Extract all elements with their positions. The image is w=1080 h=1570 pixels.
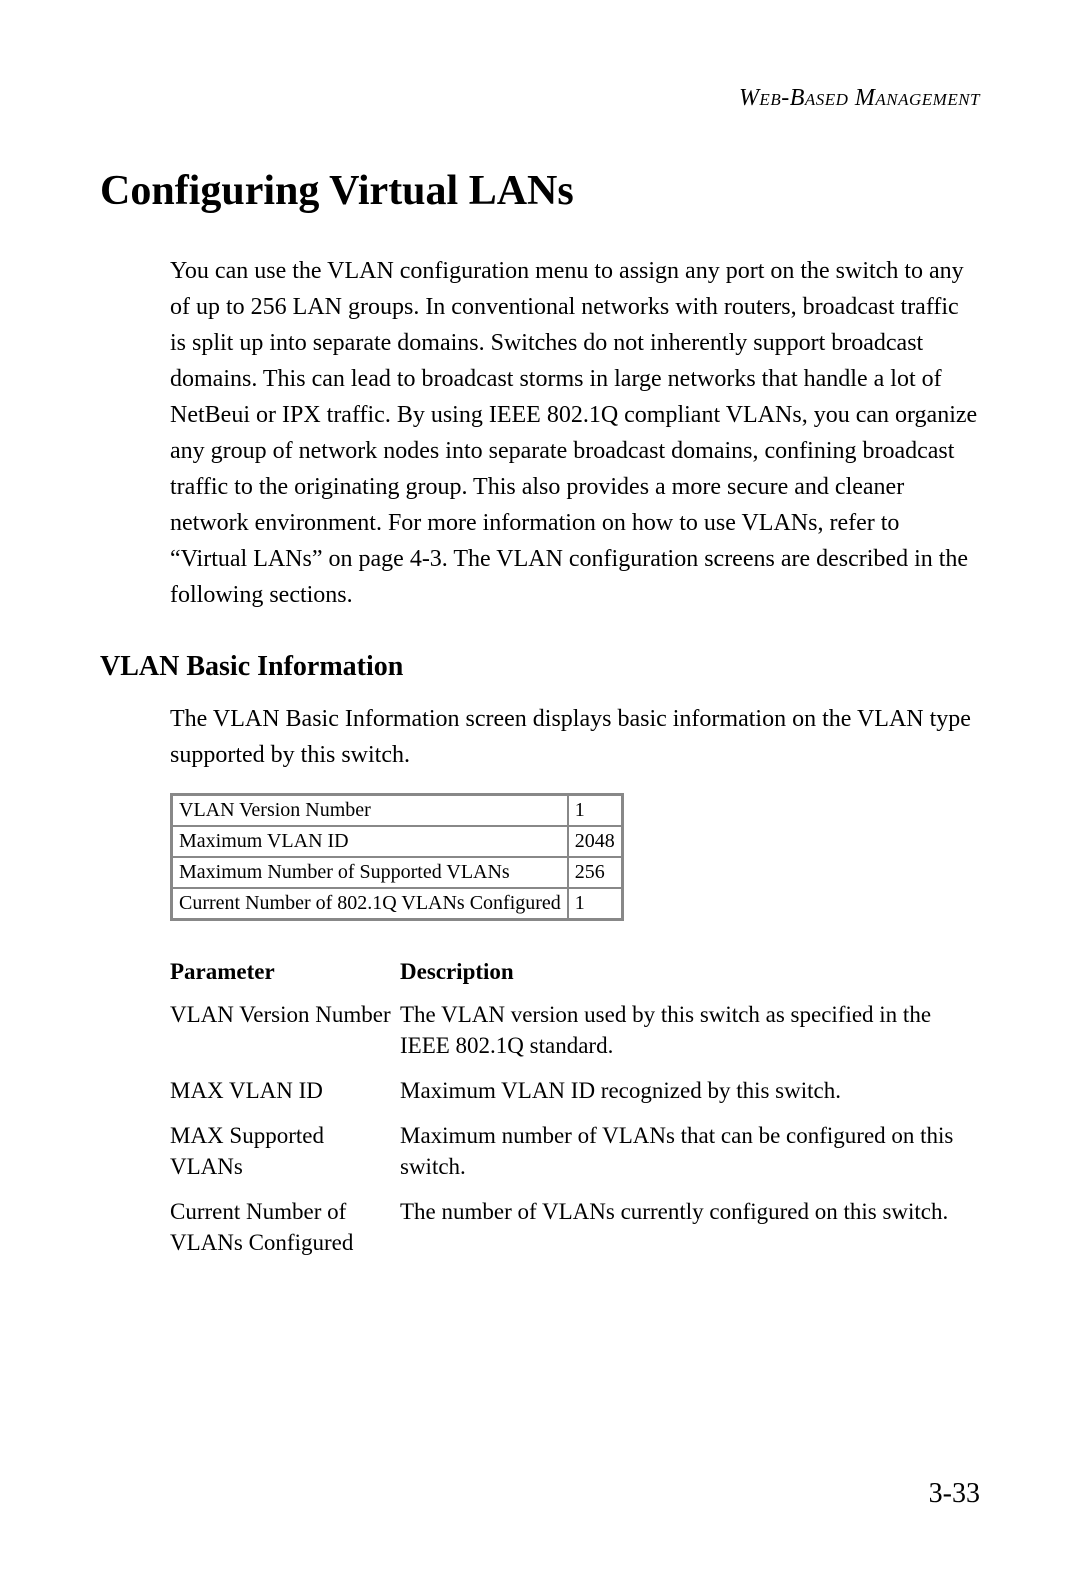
param-name: MAX Supported VLANs [170, 1120, 400, 1182]
table-cell-value: 1 [568, 795, 622, 826]
table-cell-value: 256 [568, 857, 622, 888]
main-heading: Configuring Virtual LANs [100, 167, 980, 215]
param-desc: The VLAN version used by this switch as … [400, 999, 980, 1061]
param-row: VLAN Version Number The VLAN version use… [170, 999, 980, 1061]
table-row: Maximum VLAN ID 2048 [172, 826, 622, 857]
param-header-parameter: Parameter [170, 959, 400, 985]
table-cell-label: VLAN Version Number [172, 795, 568, 826]
param-name: MAX VLAN ID [170, 1075, 400, 1106]
param-header-description: Description [400, 959, 980, 985]
table-cell-value: 1 [568, 888, 622, 919]
table-cell-label: Maximum Number of Supported VLANs [172, 857, 568, 888]
param-desc: Maximum number of VLANs that can be conf… [400, 1120, 980, 1182]
param-row: MAX Supported VLANs Maximum number of VL… [170, 1120, 980, 1182]
param-row: MAX VLAN ID Maximum VLAN ID recognized b… [170, 1075, 980, 1106]
param-name: VLAN Version Number [170, 999, 400, 1061]
intro-paragraph: You can use the VLAN configuration menu … [170, 253, 980, 613]
table-row: Current Number of 802.1Q VLANs Configure… [172, 888, 622, 919]
table-cell-label: Maximum VLAN ID [172, 826, 568, 857]
sub-paragraph: The VLAN Basic Information screen displa… [170, 701, 980, 773]
param-desc: The number of VLANs currently configured… [400, 1196, 980, 1258]
parameter-description-table: Parameter Description VLAN Version Numbe… [170, 959, 980, 1258]
param-table-header-row: Parameter Description [170, 959, 980, 985]
table-cell-value: 2048 [568, 826, 622, 857]
table-row: VLAN Version Number 1 [172, 795, 622, 826]
vlan-basic-info-table: VLAN Version Number 1 Maximum VLAN ID 20… [170, 793, 624, 921]
table-cell-label: Current Number of 802.1Q VLANs Configure… [172, 888, 568, 919]
page-header: Web-Based Management [100, 85, 980, 112]
param-name: Current Number of VLANs Configured [170, 1196, 400, 1258]
sub-heading: VLAN Basic Information [100, 651, 980, 683]
table-row: Maximum Number of Supported VLANs 256 [172, 857, 622, 888]
page-number: 3-33 [929, 1478, 980, 1510]
param-desc: Maximum VLAN ID recognized by this switc… [400, 1075, 980, 1106]
param-row: Current Number of VLANs Configured The n… [170, 1196, 980, 1258]
